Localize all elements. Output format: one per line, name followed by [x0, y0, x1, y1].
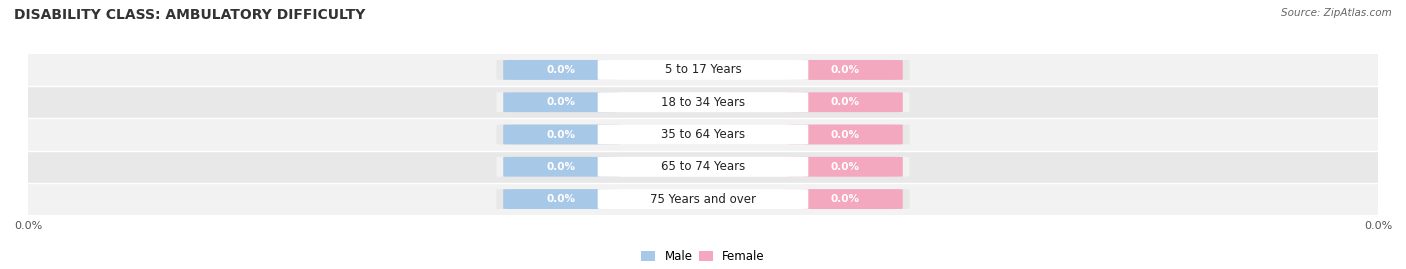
Text: 0.0%: 0.0%	[830, 65, 859, 75]
FancyBboxPatch shape	[787, 157, 903, 177]
FancyBboxPatch shape	[598, 157, 808, 177]
FancyBboxPatch shape	[503, 60, 619, 80]
Text: 5 to 17 Years: 5 to 17 Years	[665, 63, 741, 76]
FancyBboxPatch shape	[787, 60, 903, 80]
FancyBboxPatch shape	[598, 60, 808, 80]
FancyBboxPatch shape	[503, 157, 619, 177]
Text: 0.0%: 0.0%	[547, 194, 576, 204]
FancyBboxPatch shape	[787, 92, 903, 112]
FancyBboxPatch shape	[598, 189, 808, 209]
Text: Source: ZipAtlas.com: Source: ZipAtlas.com	[1281, 8, 1392, 18]
Text: 0.0%: 0.0%	[830, 162, 859, 172]
FancyBboxPatch shape	[496, 125, 910, 144]
Text: DISABILITY CLASS: AMBULATORY DIFFICULTY: DISABILITY CLASS: AMBULATORY DIFFICULTY	[14, 8, 366, 22]
Text: 0.0%: 0.0%	[830, 97, 859, 107]
FancyBboxPatch shape	[503, 125, 619, 144]
FancyBboxPatch shape	[28, 54, 1378, 86]
Text: 75 Years and over: 75 Years and over	[650, 193, 756, 206]
Text: 0.0%: 0.0%	[547, 65, 576, 75]
FancyBboxPatch shape	[496, 60, 910, 80]
Text: 0.0%: 0.0%	[830, 194, 859, 204]
FancyBboxPatch shape	[28, 183, 1378, 215]
Text: 0.0%: 0.0%	[547, 97, 576, 107]
FancyBboxPatch shape	[787, 125, 903, 144]
Text: 0.0%: 0.0%	[547, 162, 576, 172]
FancyBboxPatch shape	[28, 118, 1378, 151]
Text: 18 to 34 Years: 18 to 34 Years	[661, 96, 745, 109]
FancyBboxPatch shape	[28, 151, 1378, 183]
Text: 0.0%: 0.0%	[547, 129, 576, 140]
FancyBboxPatch shape	[598, 92, 808, 112]
Text: 35 to 64 Years: 35 to 64 Years	[661, 128, 745, 141]
FancyBboxPatch shape	[598, 125, 808, 144]
Text: 0.0%: 0.0%	[830, 129, 859, 140]
FancyBboxPatch shape	[787, 189, 903, 209]
Text: 65 to 74 Years: 65 to 74 Years	[661, 160, 745, 173]
FancyBboxPatch shape	[28, 86, 1378, 118]
FancyBboxPatch shape	[503, 189, 619, 209]
Legend: Male, Female: Male, Female	[638, 248, 768, 266]
FancyBboxPatch shape	[496, 189, 910, 209]
FancyBboxPatch shape	[496, 92, 910, 112]
FancyBboxPatch shape	[503, 92, 619, 112]
FancyBboxPatch shape	[496, 157, 910, 177]
